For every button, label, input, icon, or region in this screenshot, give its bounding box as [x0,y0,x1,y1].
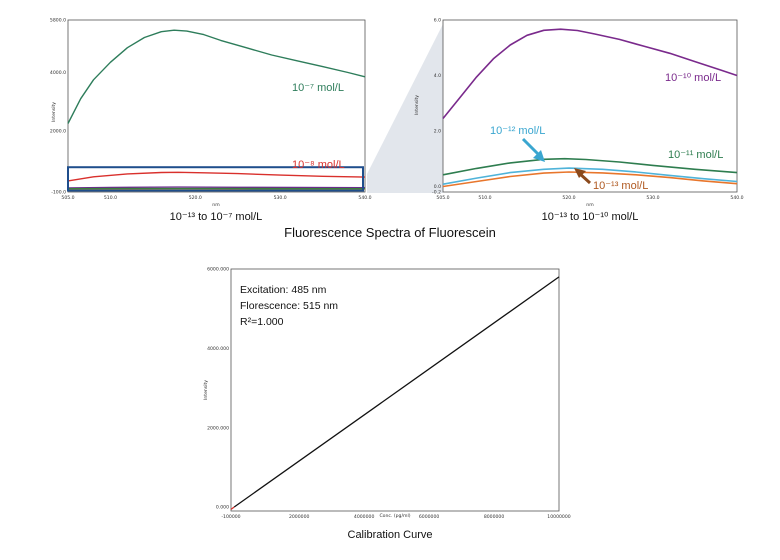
chart-right-x-ticks: 505.0 510.0 520.0 530.0 540.0 [436,195,743,201]
series-label-1e-7: 10⁻⁷ mol/L [292,82,344,94]
chart-right-ylabel: Intensity [414,95,420,115]
chart-calibration-x-ticks: -100000 2000000 4000000 6000000 8000000 10000… [221,514,570,520]
chart-right-series-line-0 [442,28,738,120]
arrow-1e-13-head [574,168,586,178]
chart-calibration-x-tick-label: 2000000 [289,514,310,520]
chart-right-x-tick-label: 510.0 [478,195,491,201]
chart-left-y-ticks: -100.0 2000.0 4000.0 5800.0 [50,18,66,196]
chart-right-y-tick-label: 2.0 [434,129,441,135]
chart-left-y-tick-label: -100.0 [51,190,66,196]
chart-right-x-tick-label: 520.0 [562,195,575,201]
arrow-1e-12 [521,137,542,158]
chart-left-x-tick-label: 520.0 [189,195,202,201]
chart-calibration-y-ticks: 0.000 2000.000 4000.000 6000.000 [207,267,229,511]
chart-calibration-y-tick-label: 6000.000 [207,267,229,273]
chart-calibration-x-tick-label: 4000000 [354,514,375,520]
chart-right-y-tick-label: -0.2 [432,190,441,196]
chart-calibration-caption: Calibration Curve [348,529,433,541]
chart-left-frame [67,19,366,193]
chart-calibration: 0.000 2000.000 4000.000 6000.000 -100000 200… [203,267,571,541]
chart-right-y-tick-label: 6.0 [434,18,441,24]
chart-right-frame [442,19,738,193]
annotation-florescence: Florescence: 515 nm [240,300,338,312]
zoom-connector [367,24,443,193]
chart-left-series-line-0 [67,29,366,124]
chart-right-x-tick-label: 540.0 [730,195,743,201]
chart-right-series-line-3 [442,171,738,188]
chart-calibration-y-tick-label: 4000.000 [207,346,229,352]
chart-left-series-line-2 [67,186,366,189]
chart-right-series [442,28,738,188]
chart-right: -0.20.0 2.0 4.0 6.0 505.0 510.0 520.0 530.0 540… [414,18,744,223]
chart-left-ylabel: Intensity [51,102,57,122]
chart-right-series-line-2 [442,167,738,185]
chart-left-x-tick-label: 540.0 [358,195,371,201]
chart-calibration-xlabel: Conc. (pg/ml) [379,513,410,519]
chart-right-caption: 10⁻¹³ to 10⁻¹⁰ mol/L [542,211,639,223]
chart-calibration-series-line-1 [230,506,235,510]
chart-calibration-x-tick-label: 6000000 [419,514,440,520]
chart-right-x-tick-label: 530.0 [646,195,659,201]
chart-left-x-tick-label: 505.0 [61,195,74,201]
chart-calibration-x-tick-label: 8000000 [484,514,505,520]
chart-right-xlabel: nm [586,203,594,208]
chart-calibration-series [230,276,560,510]
series-label-1e-11: 10⁻¹¹ mol/L [668,149,723,161]
chart-left-x-tick-label: 510.0 [104,195,117,201]
chart-calibration-y-tick-label: 0.000 [216,505,229,511]
chart-left-x-ticks: 505.0 510.0 520.0 530.0 540.0 [61,195,371,201]
series-label-1e-13: 10⁻¹³ mol/L [593,180,648,192]
chart-left-y-tick-label: 4000.0 [50,70,66,76]
chart-left-xlabel: nm [212,203,220,208]
chart-right-y-tick-label: 4.0 [434,73,441,79]
chart-left-x-tick-label: 530.0 [274,195,287,201]
series-label-1e-10: 10⁻¹⁰ mol/L [665,72,721,84]
chart-right-y-ticks: -0.20.0 2.0 4.0 6.0 [432,18,441,196]
chart-left: -100.0 2000.0 4000.0 5800.0 505.0 510.0 520.0… [50,18,372,223]
chart-right-y-tick-label: 0.0 [434,184,441,190]
zoom-box [67,166,364,192]
series-label-1e-8: 10⁻⁸ mol/L [292,159,345,171]
chart-left-caption: 10⁻¹³ to 10⁻⁷ mol/L [170,211,263,223]
annotation-excitation: Excitation: 485 nm [240,284,327,296]
chart-calibration-ylabel: Intensity [203,380,209,400]
chart-left-y-tick-label: 2000.0 [50,128,66,134]
chart-right-series-line-1 [442,157,738,176]
chart-left-y-tick-label: 5800.0 [50,18,66,24]
arrow-1e-12-head [533,150,545,162]
annotation-r-squared: R²=1.000 [240,316,284,328]
main-title: Fluorescence Spectra of Fluorescein [284,225,496,240]
chart-calibration-y-tick-label: 2000.000 [207,425,229,431]
chart-left-series [67,29,366,190]
chart-calibration-series-line-0 [233,276,560,508]
chart-calibration-x-tick-label: 10000000 [547,514,570,520]
series-label-1e-12: 10⁻¹² mol/L [490,125,545,137]
chart-right-x-tick-label: 505.0 [436,195,449,201]
chart-calibration-x-tick-label: -100000 [221,514,240,520]
chart-left-series-line-1 [67,171,366,182]
